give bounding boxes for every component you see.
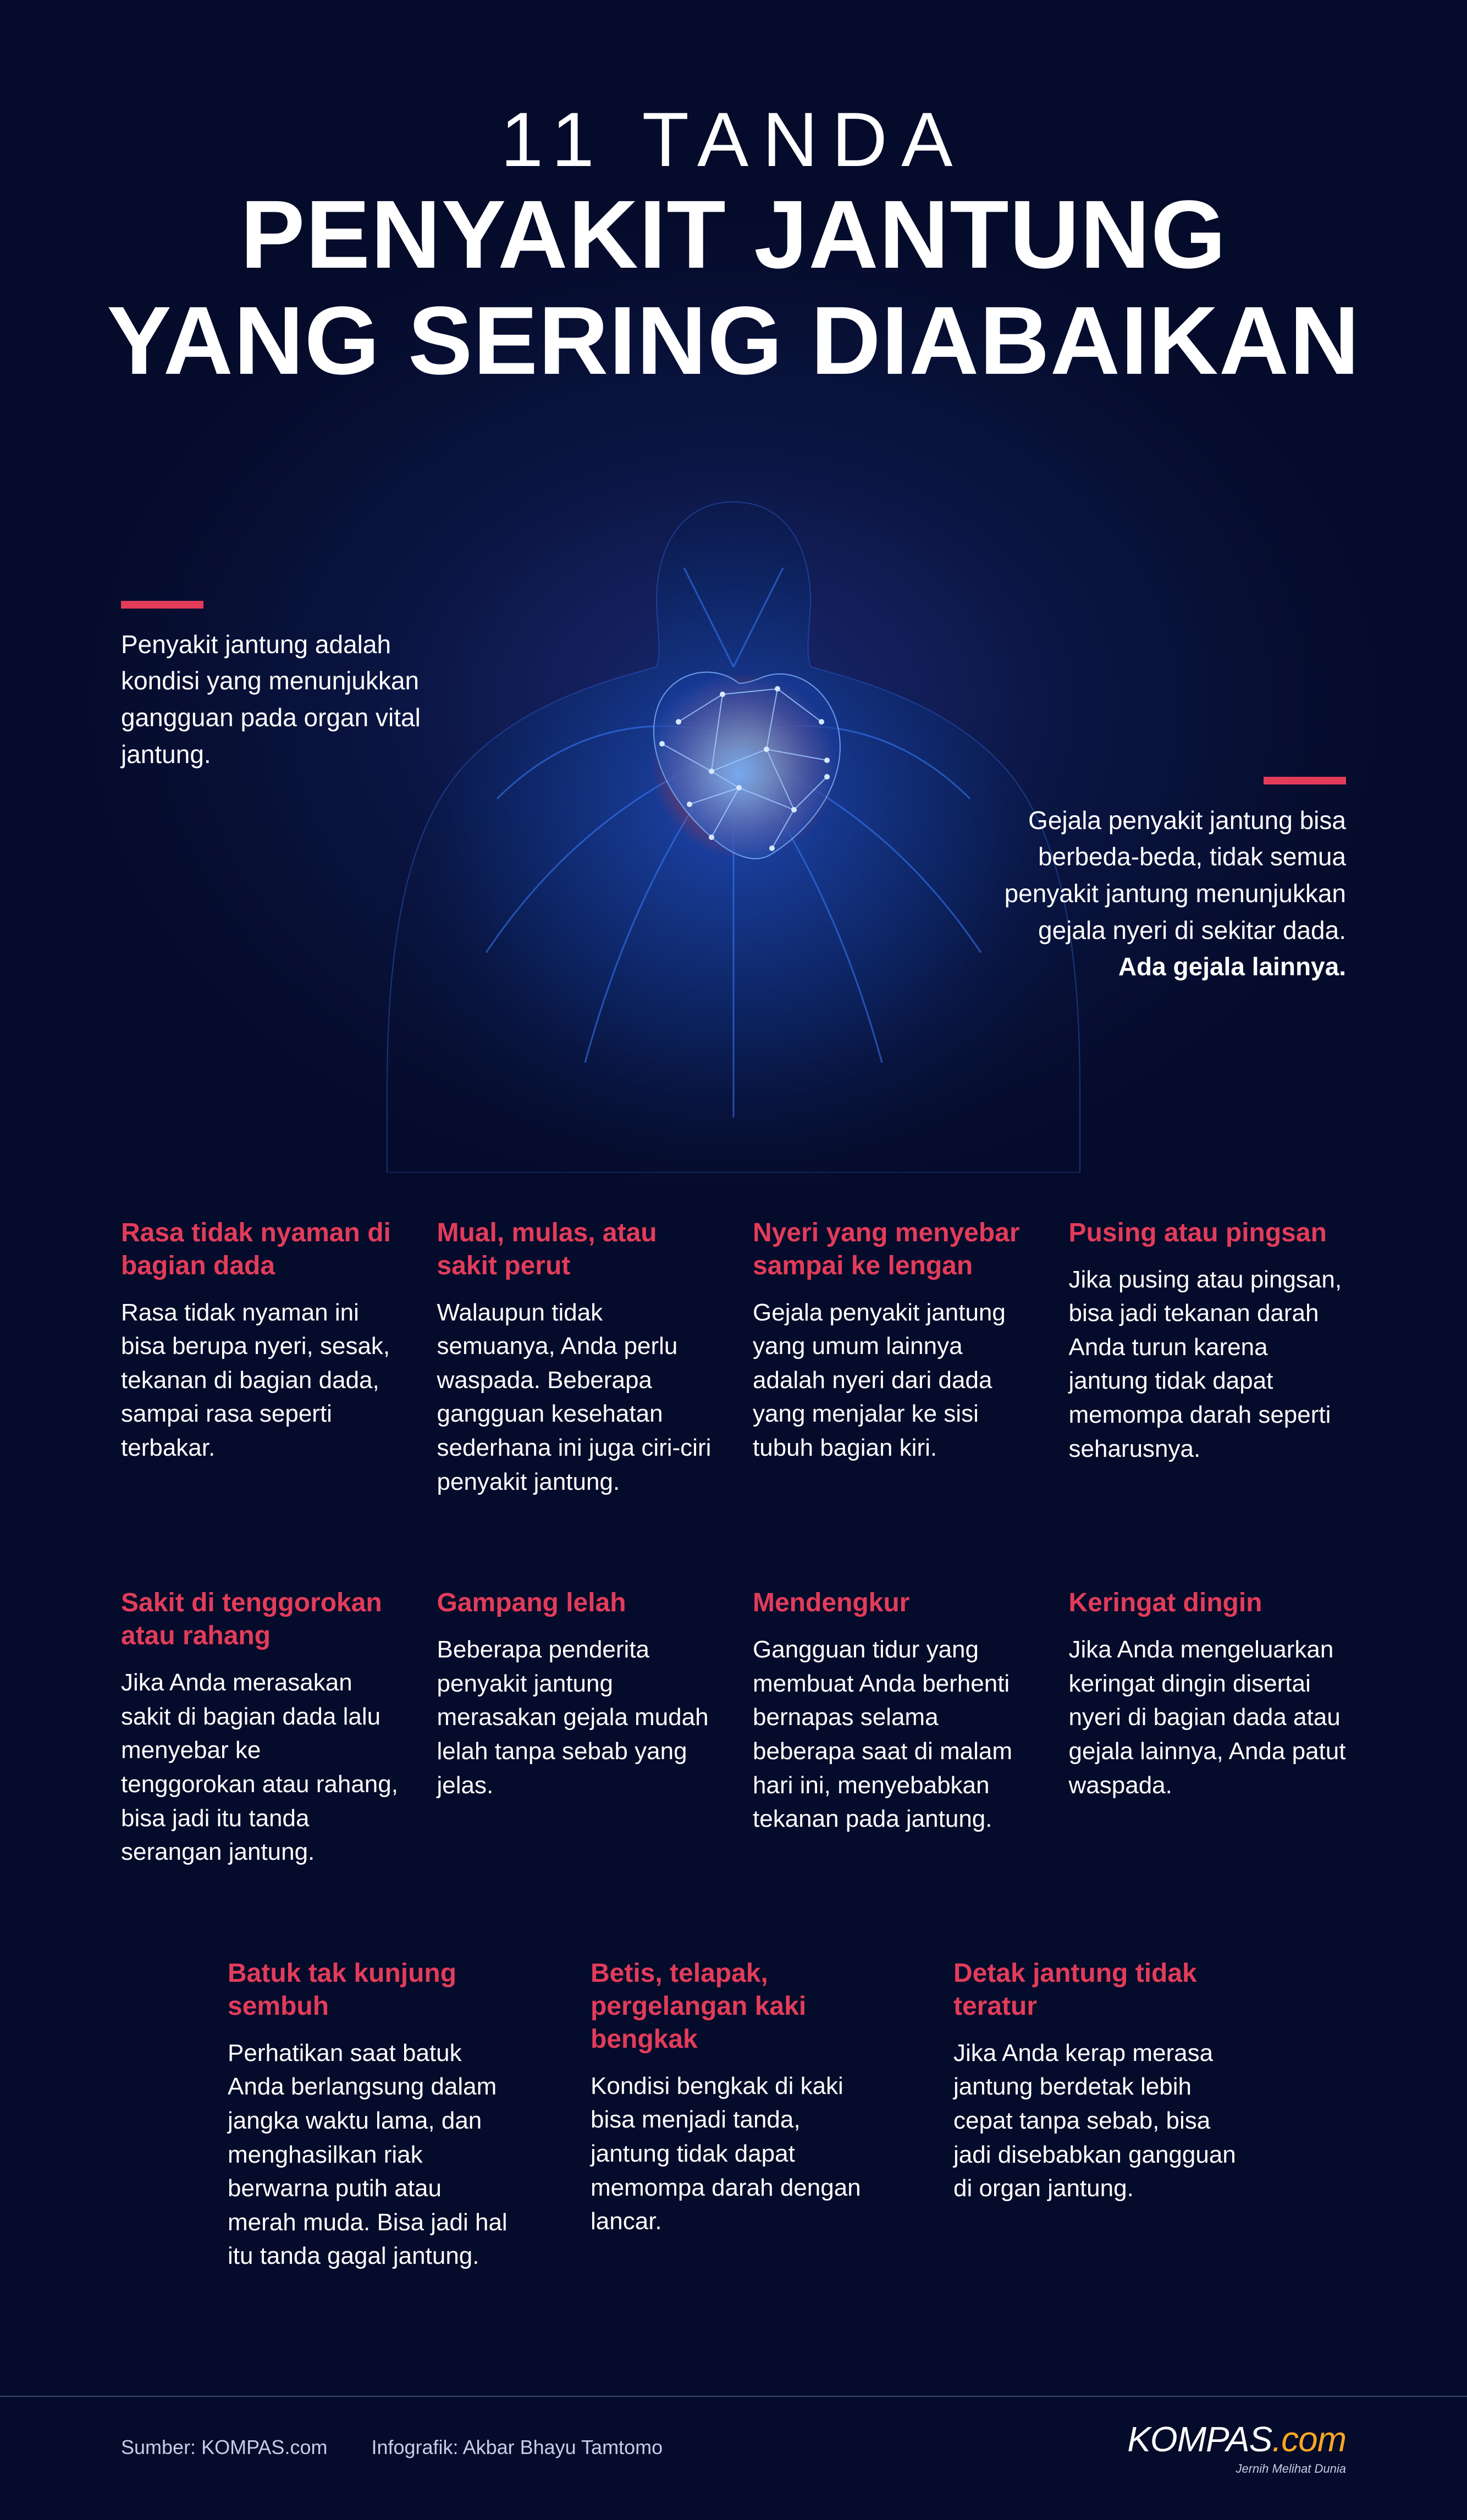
signs-grid-row1: Rasa tidak nyaman di bagian dada Rasa ti…	[0, 1217, 1467, 1499]
intro-right: Gejala penyakit jantung bisa berbeda-bed…	[994, 777, 1346, 985]
sign-body: Jika Anda merasakan sakit di bagian dada…	[121, 1666, 399, 1869]
sign-title: Detak jantung tidak teratur	[953, 1957, 1239, 2023]
footer-infographic-credit: Infografik: Akbar Bhayu Tamtomo	[371, 2436, 663, 2459]
signs-grid-row2: Sakit di tenggorokan atau rahang Jika An…	[0, 1587, 1467, 1869]
footer: Sumber: KOMPAS.com Infografik: Akbar Bha…	[0, 2396, 1467, 2520]
intro-right-text: Gejala penyakit jantung bisa berbeda-bed…	[994, 802, 1346, 985]
sign-card: Rasa tidak nyaman di bagian dada Rasa ti…	[121, 1217, 399, 1499]
sign-body: Gangguan tidur yang membuat Anda berhent…	[753, 1633, 1030, 1836]
sign-body: Rasa tidak nyaman ini bisa berupa nyeri,…	[121, 1296, 399, 1465]
sign-body: Jika Anda kerap merasa jantung berdetak …	[953, 2036, 1239, 2206]
sign-card: Pusing atau pingsan Jika pusing atau pin…	[1069, 1217, 1347, 1499]
sign-card: Betis, telapak, pergelangan kaki bengkak…	[591, 1957, 876, 2273]
sign-card: Keringat dingin Jika Anda mengeluarkan k…	[1069, 1587, 1347, 1869]
sign-body: Gejala penyakit jantung yang umum lainny…	[753, 1296, 1030, 1465]
sign-card: Mual, mulas, atau sakit perut Walaupun t…	[437, 1217, 715, 1499]
footer-source: Sumber: KOMPAS.com	[121, 2436, 327, 2459]
sign-card: Detak jantung tidak teratur Jika Anda ke…	[953, 1957, 1239, 2273]
logo-tagline: Jernih Melihat Dunia	[1236, 2462, 1346, 2476]
sign-title: Pusing atau pingsan	[1069, 1217, 1347, 1250]
infographic-page: 11 TANDA PENYAKIT JANTUNG YANG SERING DI…	[0, 0, 1467, 2520]
sign-title: Mendengkur	[753, 1587, 1030, 1620]
title-line-2: PENYAKIT JANTUNG	[0, 184, 1467, 286]
sign-card: Sakit di tenggorokan atau rahang Jika An…	[121, 1587, 399, 1869]
sign-body: Jika Anda mengeluarkan keringat dingin d…	[1069, 1633, 1347, 1802]
sign-title: Gampang lelah	[437, 1587, 715, 1620]
kompas-logo: KOMPAS.com Jernih Melihat Dunia	[1127, 2419, 1346, 2476]
sign-card: Mendengkur Gangguan tidur yang membuat A…	[753, 1587, 1030, 1869]
intro-left: Penyakit jantung adalah kondisi yang men…	[121, 601, 473, 773]
title-line-1: 11 TANDA	[0, 99, 1467, 180]
hero-illustration: Penyakit jantung adalah kondisi yang men…	[0, 414, 1467, 1184]
sign-body: Perhatikan saat batuk Anda berlangsung d…	[228, 2036, 514, 2273]
sign-body: Jika pusing atau pingsan, bisa jadi teka…	[1069, 1263, 1347, 1466]
main-title: 11 TANDA PENYAKIT JANTUNG YANG SERING DI…	[0, 0, 1467, 392]
sign-body: Walaupun tidak semuanya, Anda perlu wasp…	[437, 1296, 715, 1499]
sign-card: Gampang lelah Beberapa penderita penyaki…	[437, 1587, 715, 1869]
sign-title: Nyeri yang menyebar sampai ke lengan	[753, 1217, 1030, 1283]
sign-title: Mual, mulas, atau sakit perut	[437, 1217, 715, 1283]
footer-credits: Sumber: KOMPAS.com Infografik: Akbar Bha…	[121, 2436, 663, 2459]
accent-bar-icon	[1264, 777, 1346, 784]
logo-text: KOMPAS.com	[1127, 2419, 1346, 2460]
signs-grid-row3: Batuk tak kunjung sembuh Perhatikan saat…	[0, 1957, 1467, 2273]
intro-left-text: Penyakit jantung adalah kondisi yang men…	[121, 626, 473, 773]
title-line-3: YANG SERING DIABAIKAN	[0, 290, 1467, 392]
sign-title: Rasa tidak nyaman di bagian dada	[121, 1217, 399, 1283]
sign-title: Batuk tak kunjung sembuh	[228, 1957, 514, 2023]
sign-title: Betis, telapak, pergelangan kaki bengkak	[591, 1957, 876, 2056]
accent-bar-icon	[121, 601, 203, 609]
sign-card: Batuk tak kunjung sembuh Perhatikan saat…	[228, 1957, 514, 2273]
sign-card: Nyeri yang menyebar sampai ke lengan Gej…	[753, 1217, 1030, 1499]
sign-title: Sakit di tenggorokan atau rahang	[121, 1587, 399, 1653]
sign-body: Beberapa penderita penyakit jantung mera…	[437, 1633, 715, 1802]
sign-title: Keringat dingin	[1069, 1587, 1347, 1620]
sign-body: Kondisi bengkak di kaki bisa menjadi tan…	[591, 2069, 876, 2239]
